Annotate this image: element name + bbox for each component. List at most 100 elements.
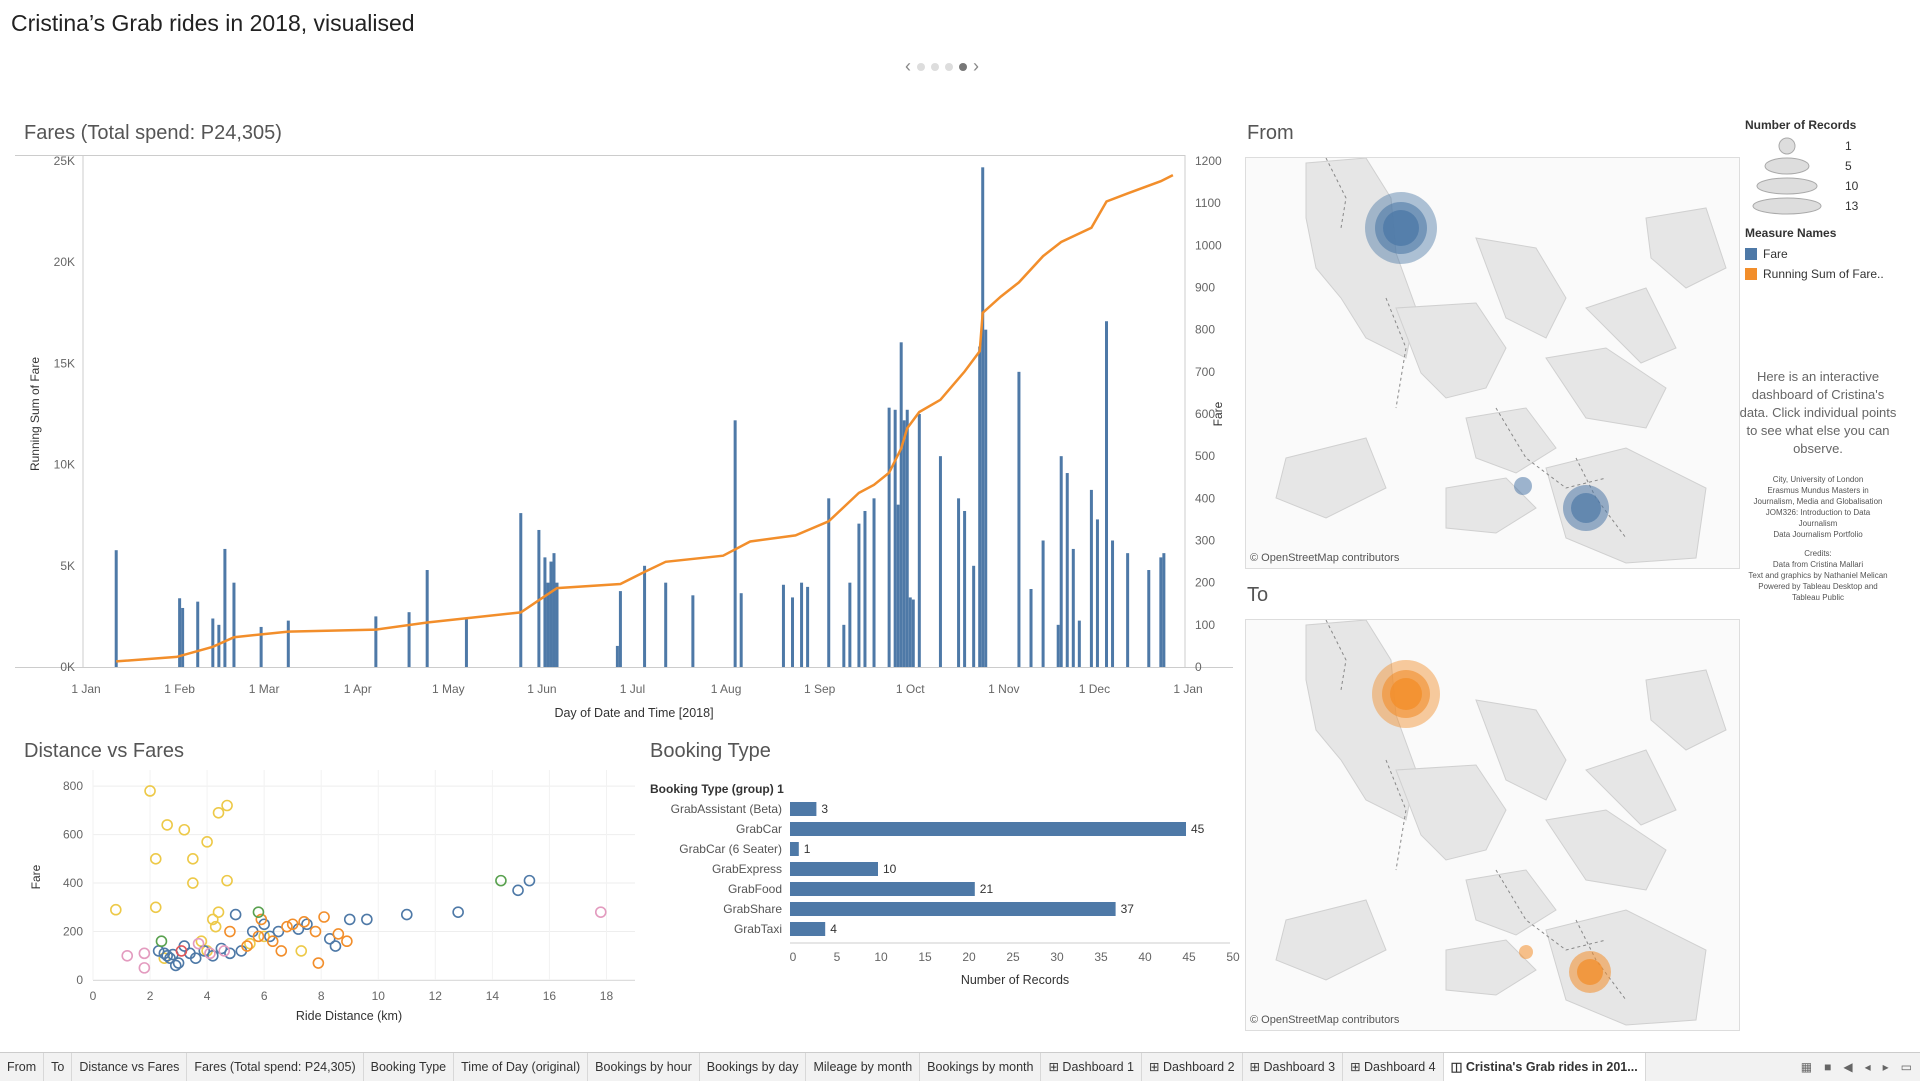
from-map-attribution[interactable]: © OpenStreetMap contributors xyxy=(1250,552,1400,564)
size-legend-row[interactable]: 10 xyxy=(1745,176,1895,196)
size-legend-row[interactable]: 13 xyxy=(1745,196,1895,216)
scatter-chart[interactable]: 0 200 400 600 800 0 2 4 6 8 10 12 14 16 18 Ride Distanc… xyxy=(15,770,640,1025)
scatter-point xyxy=(218,945,231,957)
x-tick-label: 1 Aug xyxy=(711,682,742,696)
fare-bar xyxy=(1041,540,1045,667)
tab-bookings-by-hour[interactable]: Bookings by hour xyxy=(588,1053,700,1081)
fare-bar xyxy=(519,513,523,667)
chevron-left-icon[interactable]: ‹ xyxy=(905,56,911,76)
booking-chart[interactable]: Booking Type (group) 1 GrabAssistant (Bet… xyxy=(645,775,1245,985)
x-tick-label: 5 xyxy=(834,950,841,964)
fare-swatch xyxy=(1745,248,1757,260)
booking-bar xyxy=(790,842,799,856)
tab-booking-type[interactable]: Booking Type xyxy=(364,1053,455,1081)
size-legend-row[interactable]: 1 xyxy=(1745,136,1895,156)
fare-bar xyxy=(211,618,215,667)
scatter-point xyxy=(255,913,268,926)
tab-distance-vs-fares[interactable]: Distance vs Fares xyxy=(72,1053,188,1081)
x-tick-label: 2 xyxy=(147,989,154,1003)
scatter-point xyxy=(221,799,233,812)
tab-dashboard-1[interactable]: ⊞ Dashboard 1 xyxy=(1041,1053,1142,1081)
fare-bar xyxy=(981,167,985,667)
chevron-right-icon[interactable]: › xyxy=(973,56,979,76)
credit-line: Text and graphics by Nathaniel Melican xyxy=(1748,571,1888,580)
to-map[interactable]: © OpenStreetMap contributors xyxy=(1245,619,1740,1031)
bar-value-label: 4 xyxy=(830,922,837,936)
tab-dashboard-3[interactable]: ⊞ Dashboard 3 xyxy=(1243,1053,1344,1081)
measure-legend-item-fare[interactable]: Fare xyxy=(1745,244,1895,264)
tab-to[interactable]: To xyxy=(44,1053,73,1081)
sheet-tab-bar: From To Distance vs Fares Fares (Total s… xyxy=(0,1052,1920,1081)
scatter-point xyxy=(312,957,325,969)
from-bubble-3 xyxy=(1383,210,1419,246)
from-map[interactable]: © OpenStreetMap contributors xyxy=(1245,157,1740,569)
credit-line: Journalism, Media and Globalisation xyxy=(1753,497,1883,506)
fare-bar xyxy=(1159,557,1163,667)
tab-fares[interactable]: Fares (Total spend: P24,305) xyxy=(187,1053,364,1081)
right-tick-label: 600 xyxy=(1195,407,1215,421)
fare-bar xyxy=(887,407,891,667)
credit-line: Powered by Tableau Desktop and xyxy=(1758,582,1878,591)
tab-mileage-by-month[interactable]: Mileage by month xyxy=(806,1053,921,1081)
to-bubble-6 xyxy=(1577,959,1603,985)
story-point-4[interactable] xyxy=(959,62,967,71)
x-tick-label: 20 xyxy=(962,950,976,964)
scatter-point xyxy=(110,903,122,916)
tab-dashboard-2[interactable]: ⊞ Dashboard 2 xyxy=(1142,1053,1243,1081)
grid-view-icon[interactable]: ▦ xyxy=(1800,1060,1813,1074)
fare-bar xyxy=(842,624,846,667)
from-bubble-6 xyxy=(1571,493,1601,523)
story-point-3[interactable] xyxy=(945,62,953,71)
tab-story[interactable]: ◫ Cristina's Grab rides in 201... xyxy=(1443,1053,1646,1081)
fare-bar xyxy=(984,329,988,667)
fare-bar xyxy=(978,346,982,667)
fare-bar xyxy=(196,601,200,667)
legend-panel: Number of Records 1 5 10 13 Measure Name… xyxy=(1745,118,1895,284)
tab-time-of-day[interactable]: Time of Day (original) xyxy=(454,1053,589,1081)
fare-bar xyxy=(664,582,668,667)
next-sheet-icon[interactable]: ▸ xyxy=(1882,1060,1889,1074)
tab-dashboard-4[interactable]: ⊞ Dashboard 4 xyxy=(1343,1053,1444,1081)
filmstrip-view-icon[interactable]: ■ xyxy=(1824,1060,1832,1074)
story-point-1[interactable] xyxy=(917,62,925,71)
scatter-point xyxy=(275,945,288,957)
scatter-point xyxy=(178,823,191,836)
left-axis-title: Running Sum of Fare xyxy=(28,357,42,471)
scatter-point xyxy=(224,925,236,938)
right-tick-label: 400 xyxy=(1195,491,1215,505)
scatter-point xyxy=(221,874,233,887)
story-point-2[interactable] xyxy=(931,62,939,71)
x-tick-label: 45 xyxy=(1182,950,1196,964)
bar-value-label: 1 xyxy=(804,842,811,856)
fare-bar xyxy=(806,586,810,667)
category-label: GrabCar xyxy=(736,822,782,836)
measure-legend-item-running-sum[interactable]: Running Sum of Fare.. xyxy=(1745,264,1895,284)
x-tick-label: 1 Jan xyxy=(1173,682,1202,696)
fare-bar xyxy=(1095,519,1099,667)
present-icon[interactable]: ▭ xyxy=(1900,1060,1912,1074)
fare-bar xyxy=(857,523,861,667)
first-sheet-icon[interactable]: ◀ xyxy=(1843,1060,1853,1074)
to-map-canvas[interactable] xyxy=(1246,620,1739,1030)
credit-line: Credits: xyxy=(1804,549,1832,558)
running-sum-swatch xyxy=(1745,268,1757,280)
right-tick-label: 300 xyxy=(1195,534,1215,548)
x-axis-title: Number of Records xyxy=(961,973,1069,985)
right-tick-label: 200 xyxy=(1195,576,1215,590)
tab-from[interactable]: From xyxy=(0,1053,45,1081)
x-tick-label: 35 xyxy=(1094,950,1108,964)
prev-sheet-icon[interactable]: ◂ xyxy=(1864,1060,1871,1074)
bar-value-label: 45 xyxy=(1191,822,1205,836)
tab-bookings-by-day[interactable]: Bookings by day xyxy=(700,1053,807,1081)
fare-bar xyxy=(893,409,897,667)
to-map-attribution[interactable]: © OpenStreetMap contributors xyxy=(1250,1014,1400,1026)
credit-line: Erasmus Mundus Masters in xyxy=(1767,486,1869,495)
right-tick-label: 1100 xyxy=(1195,196,1221,210)
scatter-point xyxy=(198,945,211,957)
fare-bar xyxy=(800,582,804,667)
tab-bookings-by-month[interactable]: Bookings by month xyxy=(920,1053,1042,1081)
to-bubble-4 xyxy=(1519,945,1533,959)
from-map-canvas[interactable] xyxy=(1246,158,1739,568)
fares-chart[interactable]: 0K 5K 10K 15K 20K 25K 0 100 200 300 400 500 600 700 80… xyxy=(15,155,1235,730)
size-legend-row[interactable]: 5 xyxy=(1745,156,1895,176)
